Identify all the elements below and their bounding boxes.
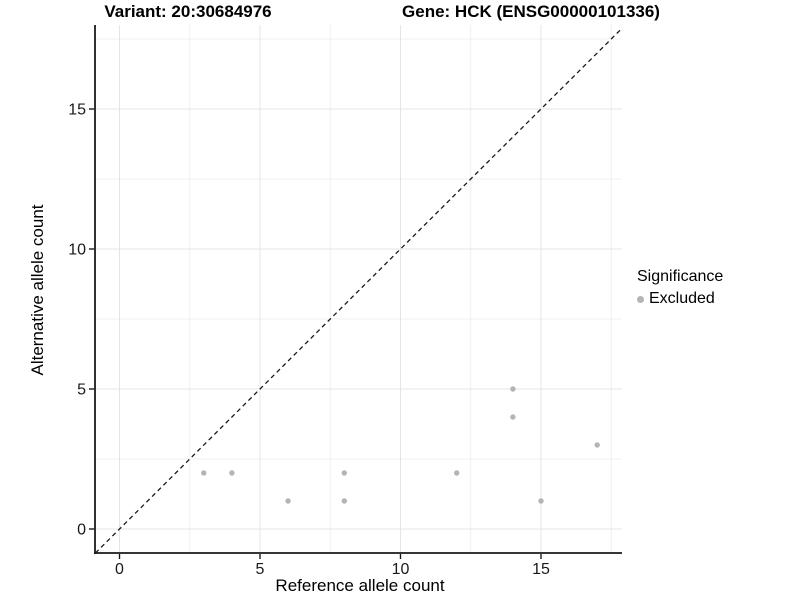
data-point (510, 386, 516, 392)
x-axis-title: Reference allele count (275, 576, 445, 595)
data-point (454, 470, 460, 476)
data-point (341, 470, 347, 476)
x-tick-label: 10 (392, 561, 410, 578)
data-point (510, 414, 516, 420)
data-point (201, 470, 207, 476)
data-point (341, 498, 347, 504)
identity-reference-line (94, 27, 623, 554)
data-point (285, 498, 291, 504)
legend: Significance Excluded (637, 267, 723, 308)
legend-item-label: Excluded (649, 290, 715, 307)
y-tick-label: 0 (77, 522, 86, 539)
legend-title: Significance (637, 268, 724, 285)
x-tick-label: 0 (115, 561, 124, 578)
data-point (594, 442, 600, 448)
variant-title: Variant: 20:30684976 (104, 2, 272, 21)
y-tick-label: 15 (68, 102, 86, 119)
x-tick-label: 15 (532, 561, 550, 578)
legend-item-excluded: Excluded (637, 290, 723, 308)
y-axis-title: Alternative allele count (28, 204, 47, 376)
data-point (229, 470, 235, 476)
y-tick-label: 10 (68, 242, 86, 259)
data-point (538, 498, 544, 504)
x-tick-label: 5 (256, 561, 265, 578)
gene-title: Gene: HCK (ENSG00000101336) (402, 2, 660, 21)
excluded-point-icon (637, 295, 644, 303)
y-tick-label: 5 (77, 382, 86, 399)
